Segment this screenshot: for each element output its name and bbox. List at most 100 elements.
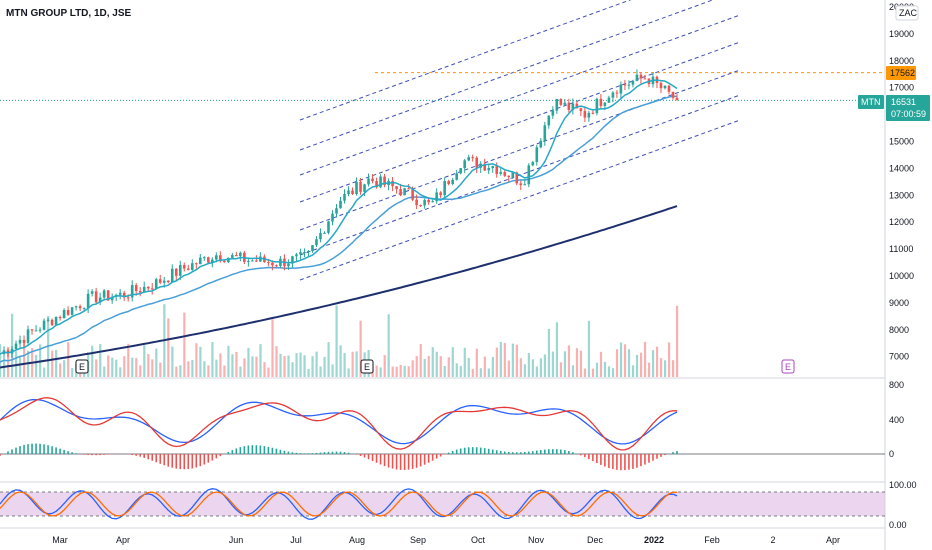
price-tick: 18000 bbox=[889, 56, 914, 66]
volume-bar bbox=[643, 341, 647, 377]
candle-body bbox=[675, 97, 679, 101]
candle-body bbox=[118, 292, 122, 295]
volume-bar bbox=[283, 356, 286, 377]
candle-body bbox=[291, 256, 294, 264]
symbol-badge: MTN bbox=[858, 95, 884, 109]
volume-bar bbox=[419, 344, 422, 377]
histogram-bar bbox=[283, 450, 286, 454]
candle-body bbox=[439, 192, 442, 196]
volume-bar bbox=[91, 345, 94, 377]
candle-body bbox=[142, 286, 146, 293]
volume-bar bbox=[131, 357, 134, 377]
candle-body bbox=[363, 184, 366, 192]
volume-bar bbox=[275, 346, 278, 377]
candle-body bbox=[603, 102, 607, 107]
candle-body bbox=[527, 165, 531, 185]
chart-title: MTN GROUP LTD, 1D, JSE bbox=[6, 8, 132, 19]
histogram-bar bbox=[568, 451, 570, 454]
histogram-bar bbox=[632, 454, 634, 469]
volume-bar bbox=[279, 353, 282, 377]
osc1-tick: 0 bbox=[889, 449, 894, 459]
candle-body bbox=[42, 320, 46, 330]
histogram-bar bbox=[291, 452, 294, 454]
histogram-bar bbox=[519, 452, 522, 454]
volume-bar bbox=[587, 320, 591, 377]
candle-body bbox=[403, 188, 406, 196]
candle-body bbox=[475, 157, 479, 168]
time-axis[interactable]: Mar Apr Jun Jul Aug Sep Oct Nov Dec 2022 Feb 2 Apr bbox=[52, 535, 840, 545]
volume-bar bbox=[603, 361, 607, 377]
candle-body bbox=[395, 186, 398, 190]
volume-bar bbox=[179, 365, 182, 377]
time-tick: 2022 bbox=[644, 535, 664, 545]
histogram-bar bbox=[263, 446, 266, 454]
histogram-bar bbox=[319, 452, 322, 454]
histogram-bar bbox=[371, 454, 374, 461]
volume-bar bbox=[339, 345, 342, 377]
event-marker-future[interactable]: E bbox=[781, 359, 795, 374]
event-marker[interactable]: E bbox=[75, 359, 89, 374]
candle-body bbox=[62, 310, 66, 319]
histogram-bar bbox=[403, 454, 406, 470]
candle-body bbox=[595, 98, 599, 114]
candle-body bbox=[415, 199, 418, 206]
candles-layer[interactable] bbox=[2, 69, 679, 358]
candle-body bbox=[26, 329, 30, 343]
histogram-bar bbox=[592, 454, 594, 462]
volume-bar bbox=[379, 367, 382, 377]
histogram-bar bbox=[395, 454, 398, 470]
histogram-bar bbox=[87, 454, 89, 455]
volume-bar bbox=[475, 348, 478, 377]
histogram-bar bbox=[239, 447, 242, 454]
histogram-bar bbox=[219, 454, 222, 457]
volume-bar bbox=[343, 353, 346, 377]
candle-body bbox=[499, 172, 503, 174]
svg-text:17562: 17562 bbox=[890, 68, 915, 78]
candle-body bbox=[487, 168, 491, 171]
candle-body bbox=[503, 172, 507, 176]
volume-bar bbox=[71, 368, 74, 377]
histogram-bar bbox=[495, 450, 498, 454]
candle-body bbox=[255, 260, 258, 262]
candle-body bbox=[166, 280, 170, 283]
candle-body bbox=[203, 257, 206, 259]
candle-body bbox=[150, 288, 154, 290]
histogram-bar bbox=[235, 448, 238, 454]
histogram-bar bbox=[572, 452, 574, 454]
volume-bar bbox=[187, 361, 190, 377]
histogram-bar bbox=[479, 447, 482, 454]
currency-label[interactable]: ZAC bbox=[895, 5, 919, 21]
histogram-bar bbox=[548, 449, 550, 454]
histogram-bar bbox=[255, 445, 258, 454]
osc2-tick: 0.00 bbox=[889, 520, 907, 530]
candle-body bbox=[186, 268, 190, 270]
volume-bar bbox=[123, 356, 126, 377]
histogram-bar bbox=[560, 449, 562, 454]
candle-body bbox=[194, 263, 198, 265]
event-marker[interactable]: E bbox=[360, 359, 374, 374]
histogram-bar bbox=[323, 452, 326, 454]
volume-bar bbox=[415, 356, 418, 377]
candle-body bbox=[583, 111, 587, 118]
candle-body bbox=[531, 162, 535, 166]
volume-bar bbox=[511, 343, 514, 377]
stoch-k-line bbox=[0, 488, 678, 520]
volume-bar bbox=[307, 368, 310, 377]
histogram-bar bbox=[163, 454, 166, 466]
countdown: 07:00:59 bbox=[891, 109, 926, 119]
volume-bar bbox=[59, 363, 62, 377]
candle-body bbox=[30, 329, 34, 331]
candle-body bbox=[627, 84, 631, 86]
candle-body bbox=[619, 84, 623, 94]
volume-bar bbox=[263, 362, 266, 377]
volume-bar bbox=[135, 358, 138, 377]
candle-body bbox=[22, 339, 26, 343]
price-axis[interactable]: 2000019000180001700016000150001400013000… bbox=[889, 2, 914, 362]
volume-bar bbox=[351, 351, 354, 377]
histogram-bar bbox=[51, 446, 53, 454]
candle-body bbox=[46, 319, 50, 321]
candle-body bbox=[591, 112, 595, 114]
volume-bar bbox=[479, 368, 482, 377]
volume-bar bbox=[459, 366, 462, 377]
